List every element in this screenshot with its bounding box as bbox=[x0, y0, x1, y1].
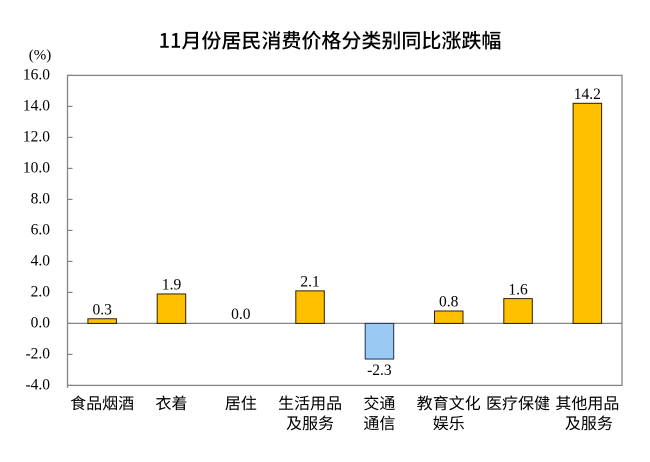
svg-text:-4.0: -4.0 bbox=[25, 377, 50, 394]
svg-text:8.0: 8.0 bbox=[31, 191, 51, 208]
svg-text:(%): (%) bbox=[29, 48, 52, 64]
svg-text:16.0: 16.0 bbox=[23, 67, 50, 84]
svg-text:0.0: 0.0 bbox=[31, 315, 51, 332]
svg-text:14.2: 14.2 bbox=[574, 86, 601, 103]
svg-text:-2.3: -2.3 bbox=[367, 362, 392, 379]
svg-text:10.0: 10.0 bbox=[23, 160, 50, 177]
svg-text:-2.0: -2.0 bbox=[25, 346, 50, 363]
svg-text:2.1: 2.1 bbox=[300, 274, 319, 291]
svg-text:0.0: 0.0 bbox=[231, 306, 251, 323]
svg-text:1.9: 1.9 bbox=[162, 277, 182, 294]
svg-text:2.0: 2.0 bbox=[31, 284, 51, 301]
svg-text:1.6: 1.6 bbox=[508, 281, 528, 298]
svg-text:0.8: 0.8 bbox=[439, 294, 459, 311]
svg-text:6.0: 6.0 bbox=[31, 222, 51, 239]
svg-text:12.0: 12.0 bbox=[23, 129, 50, 146]
svg-text:0.3: 0.3 bbox=[93, 301, 113, 318]
svg-text:4.0: 4.0 bbox=[31, 253, 51, 270]
svg-text:14.0: 14.0 bbox=[23, 98, 50, 115]
